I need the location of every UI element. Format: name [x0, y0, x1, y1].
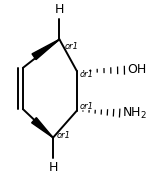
Text: or1: or1 [79, 102, 93, 111]
Text: or1: or1 [79, 70, 93, 80]
Text: H: H [55, 3, 64, 16]
Text: H: H [48, 161, 58, 174]
Polygon shape [32, 39, 59, 60]
Text: or1: or1 [57, 131, 71, 140]
Text: or1: or1 [64, 42, 78, 51]
Polygon shape [32, 118, 53, 138]
Text: NH$_2$: NH$_2$ [122, 106, 147, 121]
Text: OH: OH [127, 63, 146, 76]
